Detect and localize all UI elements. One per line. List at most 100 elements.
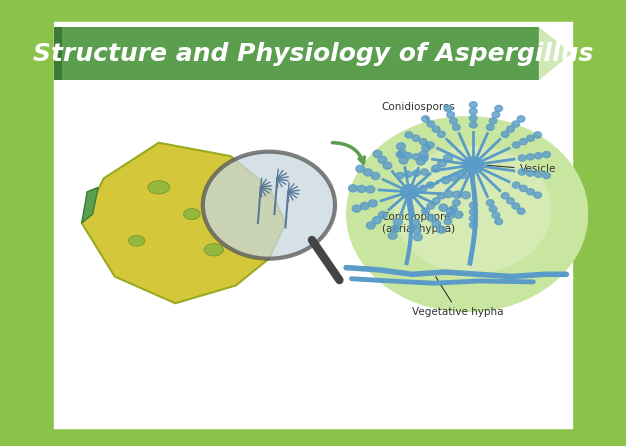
- Circle shape: [398, 150, 407, 157]
- Circle shape: [421, 155, 428, 161]
- Circle shape: [427, 121, 434, 127]
- Text: Conidiospores: Conidiospores: [382, 102, 456, 123]
- Circle shape: [438, 193, 445, 199]
- Circle shape: [371, 173, 380, 180]
- Circle shape: [396, 143, 406, 150]
- Circle shape: [391, 225, 399, 232]
- Circle shape: [526, 189, 535, 195]
- Circle shape: [447, 112, 454, 118]
- Circle shape: [369, 200, 377, 207]
- Circle shape: [453, 124, 460, 130]
- Circle shape: [506, 126, 515, 132]
- Circle shape: [413, 170, 420, 176]
- Circle shape: [518, 169, 526, 175]
- Circle shape: [535, 171, 542, 178]
- Circle shape: [394, 146, 552, 273]
- Circle shape: [419, 151, 428, 158]
- Circle shape: [413, 234, 423, 241]
- Circle shape: [489, 118, 497, 124]
- Polygon shape: [539, 27, 572, 80]
- Text: Conidiophore
(aerial hypha): Conidiophore (aerial hypha): [382, 212, 462, 234]
- Circle shape: [396, 152, 404, 158]
- Circle shape: [453, 191, 461, 198]
- Circle shape: [470, 222, 477, 228]
- Circle shape: [501, 193, 509, 199]
- Circle shape: [357, 185, 366, 192]
- Circle shape: [388, 232, 397, 239]
- Circle shape: [526, 135, 535, 141]
- Circle shape: [427, 215, 436, 222]
- Circle shape: [416, 158, 425, 165]
- Circle shape: [427, 203, 434, 209]
- Circle shape: [489, 206, 497, 212]
- Circle shape: [431, 165, 440, 172]
- Circle shape: [461, 192, 470, 199]
- Circle shape: [378, 211, 387, 219]
- Circle shape: [412, 189, 420, 195]
- FancyBboxPatch shape: [54, 27, 539, 80]
- Ellipse shape: [183, 209, 200, 219]
- Circle shape: [378, 156, 387, 163]
- Circle shape: [401, 185, 418, 199]
- Circle shape: [444, 154, 453, 161]
- Circle shape: [399, 157, 408, 164]
- Circle shape: [422, 145, 431, 152]
- FancyBboxPatch shape: [54, 22, 572, 428]
- Circle shape: [405, 132, 413, 138]
- Circle shape: [426, 182, 434, 188]
- Text: Vegetative hypha: Vegetative hypha: [412, 277, 504, 317]
- Circle shape: [526, 170, 534, 176]
- Circle shape: [432, 126, 440, 132]
- Polygon shape: [81, 187, 98, 223]
- Circle shape: [446, 208, 455, 215]
- Circle shape: [405, 192, 413, 198]
- Ellipse shape: [148, 181, 170, 194]
- Circle shape: [453, 200, 460, 206]
- Circle shape: [512, 142, 520, 148]
- Circle shape: [512, 182, 520, 188]
- Circle shape: [470, 108, 477, 115]
- Circle shape: [543, 172, 550, 178]
- Circle shape: [432, 198, 440, 204]
- Circle shape: [438, 160, 446, 167]
- Circle shape: [352, 205, 361, 212]
- Circle shape: [447, 212, 454, 219]
- Circle shape: [470, 209, 477, 215]
- Circle shape: [543, 152, 550, 158]
- Circle shape: [458, 171, 466, 178]
- Circle shape: [432, 220, 441, 227]
- Circle shape: [486, 200, 494, 206]
- Circle shape: [404, 153, 412, 159]
- Circle shape: [413, 154, 420, 160]
- Circle shape: [346, 116, 588, 312]
- Circle shape: [439, 204, 448, 211]
- Circle shape: [470, 202, 477, 208]
- Circle shape: [394, 219, 403, 226]
- Circle shape: [486, 124, 494, 130]
- Circle shape: [383, 162, 392, 169]
- Circle shape: [520, 186, 527, 192]
- Circle shape: [373, 150, 382, 157]
- Circle shape: [470, 115, 477, 121]
- Circle shape: [444, 190, 453, 198]
- Circle shape: [517, 208, 525, 214]
- FancyBboxPatch shape: [54, 27, 63, 80]
- Circle shape: [438, 131, 445, 137]
- Circle shape: [506, 198, 515, 204]
- Circle shape: [492, 212, 500, 219]
- Circle shape: [520, 138, 527, 145]
- Circle shape: [492, 112, 500, 118]
- Circle shape: [411, 219, 419, 227]
- Circle shape: [470, 215, 477, 222]
- Circle shape: [517, 116, 525, 122]
- Circle shape: [419, 138, 427, 145]
- Circle shape: [412, 135, 420, 141]
- Circle shape: [534, 132, 541, 138]
- Circle shape: [437, 226, 446, 233]
- Circle shape: [404, 171, 412, 178]
- Circle shape: [444, 219, 452, 225]
- Circle shape: [396, 172, 404, 178]
- Circle shape: [444, 105, 452, 112]
- Circle shape: [372, 217, 381, 224]
- Circle shape: [449, 206, 458, 212]
